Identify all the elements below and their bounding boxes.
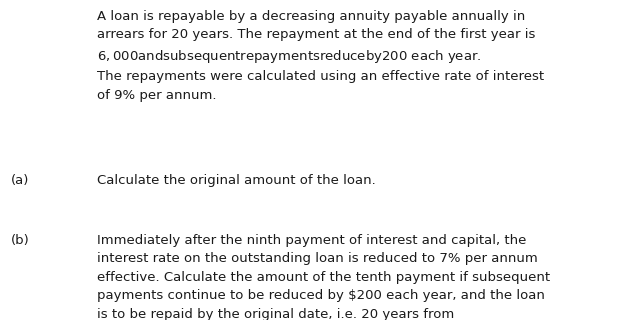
Text: Immediately after the ninth payment of interest and capital, the
interest rate o: Immediately after the ninth payment of i… xyxy=(97,234,550,320)
Text: (a): (a) xyxy=(11,174,29,188)
Text: Calculate the original amount of the loan.: Calculate the original amount of the loa… xyxy=(97,174,376,188)
Text: A loan is repayable by a decreasing annuity payable annually in
arrears for 20 y: A loan is repayable by a decreasing annu… xyxy=(97,10,544,102)
Text: (b): (b) xyxy=(11,234,30,247)
